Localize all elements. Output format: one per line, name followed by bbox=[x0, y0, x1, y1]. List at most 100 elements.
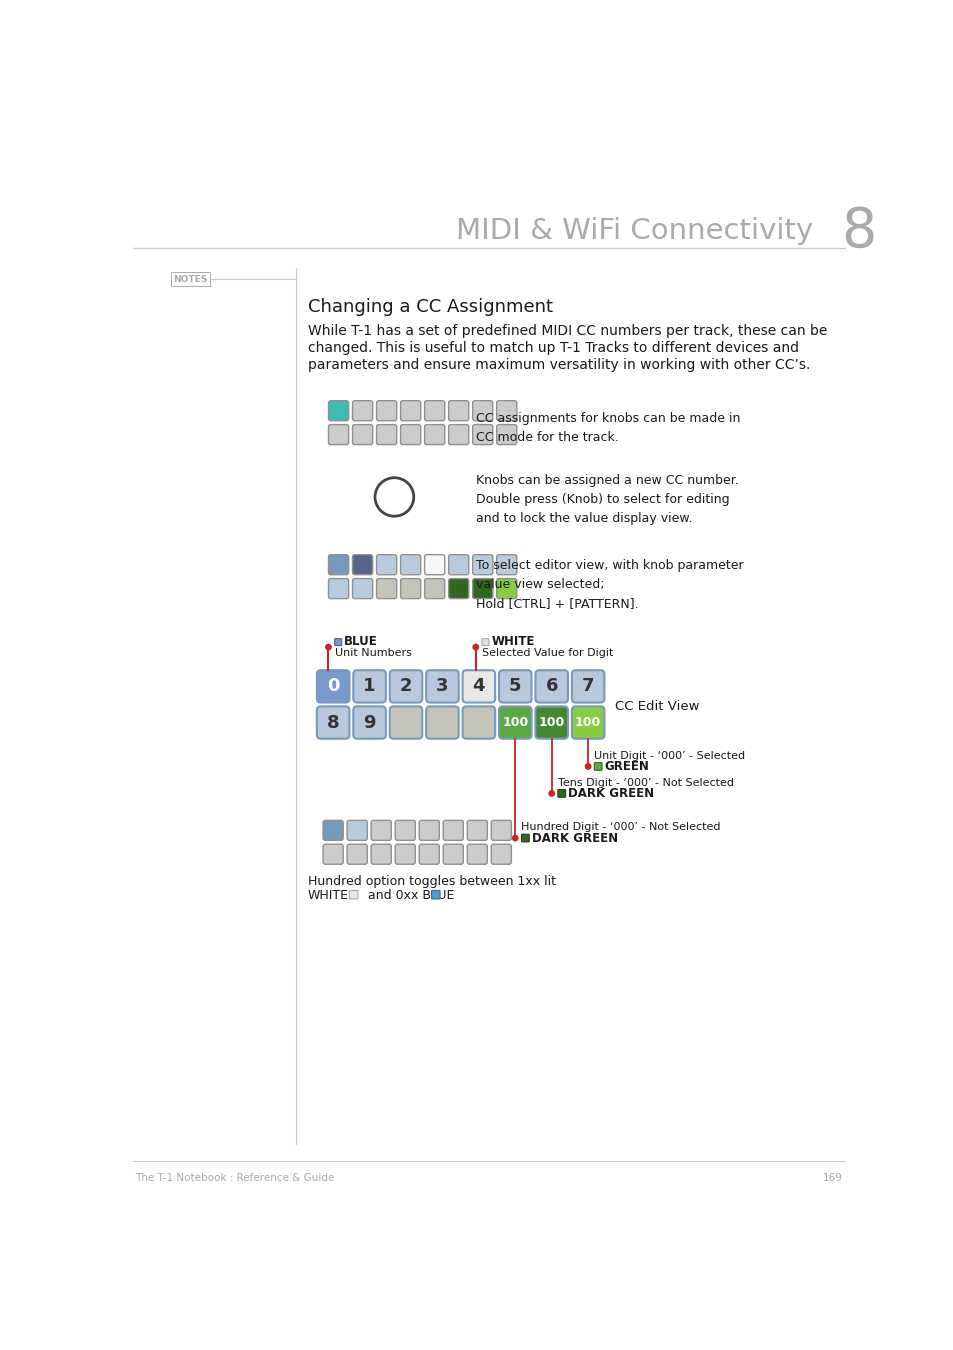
FancyBboxPatch shape bbox=[335, 639, 341, 645]
Text: MIDI & WiFi Connectivity: MIDI & WiFi Connectivity bbox=[456, 217, 812, 246]
FancyBboxPatch shape bbox=[353, 706, 385, 738]
FancyBboxPatch shape bbox=[347, 821, 367, 840]
FancyBboxPatch shape bbox=[418, 844, 439, 864]
FancyBboxPatch shape bbox=[400, 401, 420, 421]
FancyBboxPatch shape bbox=[349, 891, 357, 899]
Text: 1: 1 bbox=[363, 678, 375, 695]
FancyBboxPatch shape bbox=[497, 555, 517, 575]
Circle shape bbox=[375, 478, 414, 516]
Text: 9: 9 bbox=[363, 714, 375, 732]
Text: 5: 5 bbox=[509, 678, 521, 695]
Text: CC assignments for knobs can be made in
CC mode for the track.: CC assignments for knobs can be made in … bbox=[476, 412, 740, 444]
Text: The T-1 Notebook : Reference & Guide: The T-1 Notebook : Reference & Guide bbox=[134, 1173, 334, 1184]
FancyBboxPatch shape bbox=[443, 821, 463, 840]
FancyBboxPatch shape bbox=[448, 401, 468, 421]
FancyBboxPatch shape bbox=[371, 821, 391, 840]
FancyBboxPatch shape bbox=[376, 401, 396, 421]
FancyBboxPatch shape bbox=[535, 706, 567, 738]
Text: Changing a CC Assignment: Changing a CC Assignment bbox=[307, 298, 552, 316]
FancyBboxPatch shape bbox=[594, 763, 601, 771]
FancyBboxPatch shape bbox=[571, 670, 604, 702]
Text: BLUE: BLUE bbox=[344, 636, 377, 648]
Circle shape bbox=[585, 764, 590, 769]
Text: 2: 2 bbox=[399, 678, 412, 695]
FancyBboxPatch shape bbox=[376, 555, 396, 575]
Text: 100: 100 bbox=[538, 716, 564, 729]
FancyBboxPatch shape bbox=[424, 555, 444, 575]
FancyBboxPatch shape bbox=[467, 844, 487, 864]
FancyBboxPatch shape bbox=[390, 670, 422, 702]
FancyBboxPatch shape bbox=[571, 706, 604, 738]
Circle shape bbox=[325, 644, 331, 649]
FancyBboxPatch shape bbox=[376, 424, 396, 444]
FancyBboxPatch shape bbox=[443, 844, 463, 864]
Text: Hundred option toggles between 1xx lit: Hundred option toggles between 1xx lit bbox=[307, 875, 555, 888]
FancyBboxPatch shape bbox=[498, 706, 531, 738]
Text: 6: 6 bbox=[545, 678, 558, 695]
Text: Selected Value for Digit: Selected Value for Digit bbox=[481, 648, 613, 659]
FancyBboxPatch shape bbox=[462, 706, 495, 738]
FancyBboxPatch shape bbox=[400, 555, 420, 575]
Text: GREEN: GREEN bbox=[604, 760, 649, 774]
Text: 0: 0 bbox=[327, 678, 339, 695]
Text: WHITE: WHITE bbox=[491, 636, 534, 648]
FancyBboxPatch shape bbox=[424, 401, 444, 421]
FancyBboxPatch shape bbox=[328, 401, 348, 421]
FancyBboxPatch shape bbox=[371, 844, 391, 864]
Text: Tens Digit - ‘000’ - Not Selected: Tens Digit - ‘000’ - Not Selected bbox=[558, 778, 733, 787]
Circle shape bbox=[548, 791, 554, 796]
Text: and 0xx BLUE: and 0xx BLUE bbox=[360, 890, 455, 902]
FancyBboxPatch shape bbox=[497, 401, 517, 421]
FancyBboxPatch shape bbox=[498, 670, 531, 702]
FancyBboxPatch shape bbox=[448, 579, 468, 598]
FancyBboxPatch shape bbox=[328, 555, 348, 575]
FancyBboxPatch shape bbox=[328, 579, 348, 598]
FancyBboxPatch shape bbox=[395, 821, 415, 840]
Text: changed. This is useful to match up T-1 Tracks to different devices and: changed. This is useful to match up T-1 … bbox=[307, 342, 798, 355]
Text: To select editor view, with knob parameter
value view selected;
Hold [CTRL] + [P: To select editor view, with knob paramet… bbox=[476, 559, 742, 610]
FancyBboxPatch shape bbox=[395, 844, 415, 864]
FancyBboxPatch shape bbox=[431, 891, 439, 899]
Text: 8: 8 bbox=[841, 204, 876, 258]
FancyBboxPatch shape bbox=[400, 424, 420, 444]
Text: 100: 100 bbox=[575, 716, 600, 729]
FancyBboxPatch shape bbox=[521, 834, 529, 842]
FancyBboxPatch shape bbox=[448, 555, 468, 575]
FancyBboxPatch shape bbox=[472, 555, 493, 575]
FancyBboxPatch shape bbox=[353, 670, 385, 702]
Text: 169: 169 bbox=[822, 1173, 842, 1184]
FancyBboxPatch shape bbox=[390, 706, 422, 738]
Text: DARK GREEN: DARK GREEN bbox=[531, 832, 617, 845]
FancyBboxPatch shape bbox=[376, 579, 396, 598]
FancyBboxPatch shape bbox=[424, 424, 444, 444]
FancyBboxPatch shape bbox=[316, 670, 349, 702]
FancyBboxPatch shape bbox=[347, 844, 367, 864]
Text: Hundred Digit - ‘000’ - Not Selected: Hundred Digit - ‘000’ - Not Selected bbox=[521, 822, 720, 833]
FancyBboxPatch shape bbox=[353, 555, 373, 575]
Text: 7: 7 bbox=[581, 678, 594, 695]
FancyBboxPatch shape bbox=[472, 579, 493, 598]
FancyBboxPatch shape bbox=[448, 424, 468, 444]
Text: DARK GREEN: DARK GREEN bbox=[567, 787, 654, 801]
Text: Unit Numbers: Unit Numbers bbox=[335, 648, 411, 659]
Text: 100: 100 bbox=[501, 716, 528, 729]
Text: CC Edit View: CC Edit View bbox=[615, 699, 699, 713]
Text: 3: 3 bbox=[436, 678, 448, 695]
FancyBboxPatch shape bbox=[535, 670, 567, 702]
FancyBboxPatch shape bbox=[426, 706, 458, 738]
FancyBboxPatch shape bbox=[472, 401, 493, 421]
Text: parameters and ensure maximum versatility in working with other CC’s.: parameters and ensure maximum versatilit… bbox=[307, 358, 809, 373]
FancyBboxPatch shape bbox=[426, 670, 458, 702]
FancyBboxPatch shape bbox=[323, 821, 343, 840]
FancyBboxPatch shape bbox=[400, 579, 420, 598]
Text: 8: 8 bbox=[327, 714, 339, 732]
Circle shape bbox=[473, 644, 478, 649]
FancyBboxPatch shape bbox=[467, 821, 487, 840]
Circle shape bbox=[512, 836, 517, 841]
FancyBboxPatch shape bbox=[418, 821, 439, 840]
FancyBboxPatch shape bbox=[353, 579, 373, 598]
FancyBboxPatch shape bbox=[316, 706, 349, 738]
FancyBboxPatch shape bbox=[472, 424, 493, 444]
FancyBboxPatch shape bbox=[491, 844, 511, 864]
FancyBboxPatch shape bbox=[353, 424, 373, 444]
